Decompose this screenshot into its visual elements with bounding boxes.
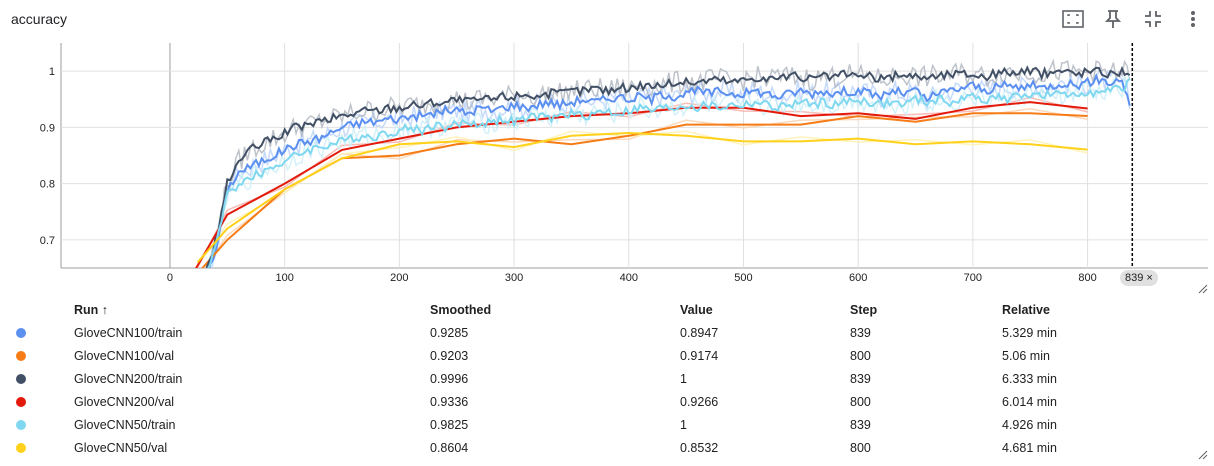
run-color-dot [0, 436, 74, 459]
run-name: GloveCNN200/val [74, 394, 175, 409]
chart-title: accuracy [11, 11, 68, 27]
run-color-dot-icon [16, 443, 26, 454]
collapse-icon [1145, 11, 1161, 27]
header-color [0, 299, 74, 321]
step-value: 839 [850, 371, 871, 386]
relative-time: 5.329 min [1002, 325, 1057, 340]
series-line [196, 131, 1088, 264]
step-value: 839 [850, 417, 871, 432]
raw-value: 0.9266 [680, 394, 719, 409]
fit-domain-icon [1062, 10, 1084, 28]
series-line [208, 72, 1131, 268]
step-marker-badge[interactable]: 839 × [1120, 270, 1158, 286]
more-vert-icon [1191, 11, 1195, 27]
run-name: GloveCNN200/train [74, 371, 183, 386]
run-color-dot-icon [16, 351, 26, 362]
raw-value: 0.8532 [680, 440, 719, 455]
smoothed-value: 0.9203 [430, 348, 469, 363]
relative-time: 6.014 min [1002, 394, 1057, 409]
series-group [195, 58, 1131, 268]
pin-button[interactable] [1100, 8, 1126, 30]
series-raw-line [206, 68, 1131, 268]
series-raw-line [196, 130, 1088, 267]
resize-handle-icon[interactable] [1198, 284, 1208, 294]
header-smoothed[interactable]: Smoothed [430, 303, 492, 317]
relative-time: 4.926 min [1002, 417, 1057, 432]
pin-icon [1105, 10, 1121, 28]
smoothed-value: 0.9996 [430, 371, 469, 386]
raw-value: 1 [680, 371, 687, 386]
x-tick-label: 100 [275, 272, 293, 284]
relative-time: 6.333 min [1002, 371, 1057, 386]
fit-domain-button[interactable] [1060, 8, 1086, 30]
table-row[interactable]: GloveCNN200/train 0.9996 1 839 6.333 min [0, 367, 1202, 390]
y-tick-label: 1 [49, 66, 55, 78]
table-row[interactable]: GloveCNN100/train 0.9285 0.8947 839 5.329 mi… [0, 321, 1202, 344]
run-color-dot [0, 390, 74, 413]
run-color-dot [0, 321, 74, 344]
header-relative[interactable]: Relative [1002, 303, 1050, 317]
accuracy-chart[interactable]: 0 100 200 300 400 500 600 700 800 0.7 0.8 0.9 1 [0, 0, 1214, 300]
run-color-dot-icon [16, 374, 26, 385]
x-tick-label: 400 [620, 272, 638, 284]
step-value: 839 [850, 325, 871, 340]
run-name: GloveCNN100/val [74, 348, 175, 363]
series-line [201, 112, 1088, 268]
table-row[interactable]: GloveCNN50/val 0.8604 0.8532 800 4.681 min [0, 436, 1202, 459]
run-color-dot [0, 413, 74, 436]
header-step[interactable]: Step [850, 303, 878, 317]
table-row[interactable]: GloveCNN100/val 0.9203 0.9174 800 5.06 min [0, 344, 1202, 367]
raw-value: 0.8947 [680, 325, 719, 340]
step-value: 800 [850, 440, 871, 455]
runs-table: Run ↑ Smoothed Value Step Relative Glove… [0, 299, 1202, 459]
x-tick-label: 200 [390, 272, 408, 284]
x-tick-label: 500 [734, 272, 752, 284]
y-tick-label: 0.9 [40, 122, 55, 134]
step-value: 800 [850, 394, 871, 409]
x-tick-label: 700 [964, 272, 982, 284]
more-options-button[interactable] [1180, 8, 1206, 30]
run-color-dot-icon [16, 420, 26, 431]
series-line [207, 78, 1131, 268]
y-tick-label: 0.8 [40, 179, 55, 191]
run-color-dot [0, 344, 74, 367]
table-resize-handle-icon[interactable] [1198, 450, 1208, 460]
table-row[interactable]: GloveCNN200/val 0.9336 0.9266 800 6.014 min [0, 390, 1202, 413]
series-raw-line [206, 72, 1131, 268]
series-line [205, 65, 1131, 268]
chart-toolbar [1060, 8, 1206, 30]
x-tick-label: 800 [1078, 272, 1096, 284]
table-row[interactable]: GloveCNN50/train 0.9825 1 839 4.926 min [0, 413, 1202, 436]
run-color-dot-icon [16, 397, 26, 408]
relative-time: 5.06 min [1002, 348, 1050, 363]
smoothed-value: 0.9825 [430, 417, 469, 432]
smoothed-value: 0.9336 [430, 394, 469, 409]
header-run[interactable]: Run ↑ [74, 303, 109, 317]
series-raw-line [196, 96, 1088, 268]
step-value: 800 [850, 348, 871, 363]
x-tick-label: 300 [505, 272, 523, 284]
run-color-dot-icon [16, 328, 26, 339]
series-raw-line [205, 58, 1131, 268]
x-tick-label: 0 [167, 272, 173, 284]
y-tick-label: 0.7 [40, 235, 55, 247]
relative-time: 4.681 min [1002, 440, 1057, 455]
smoothed-value: 0.8604 [430, 440, 469, 455]
run-color-dot [0, 367, 74, 390]
run-name: GloveCNN50/train [74, 417, 176, 432]
smoothed-value: 0.9285 [430, 325, 469, 340]
table-header-row: Run ↑ Smoothed Value Step Relative [0, 299, 1202, 321]
x-tick-label: 600 [849, 272, 867, 284]
header-value[interactable]: Value [680, 303, 713, 317]
raw-value: 1 [680, 417, 687, 432]
run-name: GloveCNN100/train [74, 325, 183, 340]
raw-value: 0.9174 [680, 348, 719, 363]
run-name: GloveCNN50/val [74, 440, 168, 455]
collapse-button[interactable] [1140, 8, 1166, 30]
